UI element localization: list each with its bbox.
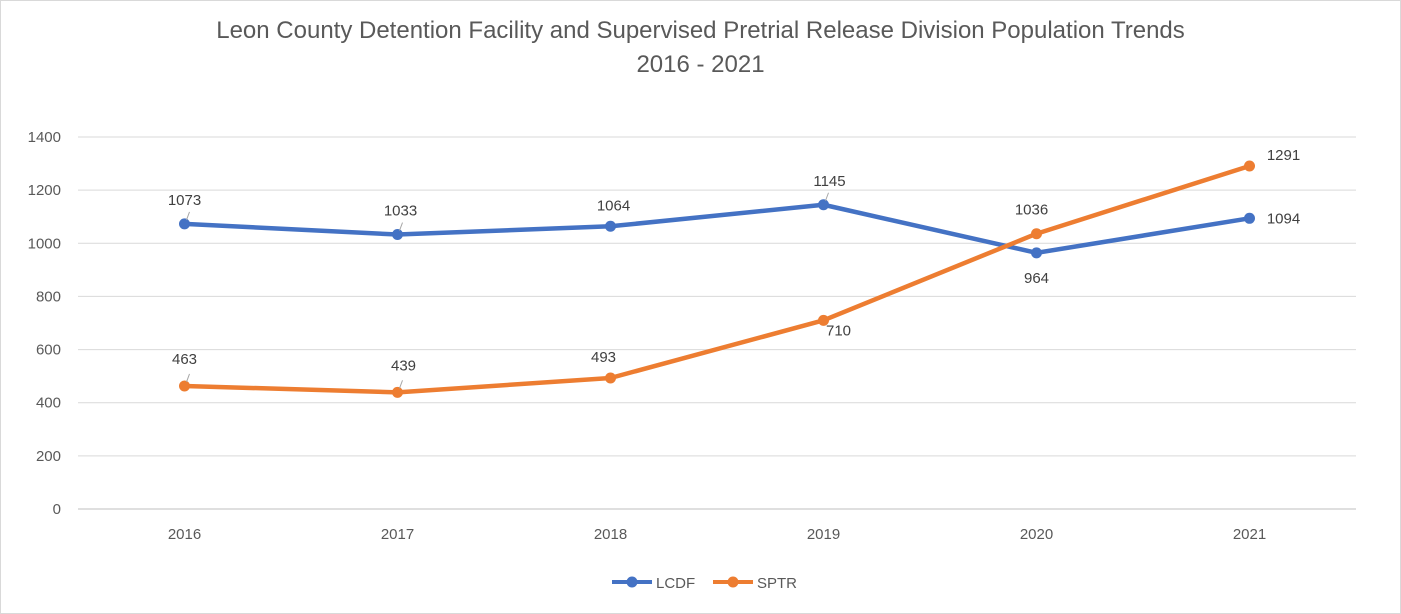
data-point-lcdf [1031, 247, 1042, 259]
y-tick-label: 1200 [28, 182, 61, 199]
legend-marker-lcdf [626, 576, 638, 588]
leader-line [825, 192, 829, 201]
leader-line [186, 373, 190, 383]
x-tick-label: 2017 [381, 526, 414, 543]
y-tick-label: 800 [36, 288, 61, 305]
leader-line [186, 211, 190, 221]
data-label-sptr: 710 [826, 322, 851, 339]
x-tick-label: 2019 [807, 526, 840, 543]
data-label-sptr: 439 [391, 357, 416, 374]
data-label-sptr: 1291 [1267, 147, 1300, 164]
data-point-sptr [179, 380, 190, 392]
data-point-sptr [818, 314, 829, 326]
chart-subtitle: 2016 - 2021 [636, 51, 765, 78]
data-point-lcdf [179, 218, 190, 230]
x-tick-label: 2020 [1020, 526, 1053, 543]
data-point-sptr [605, 372, 616, 384]
x-tick-label: 2016 [168, 526, 201, 543]
y-tick-label: 400 [36, 395, 61, 412]
x-axis-ticks: 2016 2017 2018 2019 2020 2021 [168, 526, 1266, 543]
x-tick-label: 2018 [594, 526, 627, 543]
series-line-lcdf [182, 202, 1252, 256]
data-point-sptr [392, 386, 403, 398]
legend: LCDF SPTR [612, 575, 797, 592]
series-line-sptr [182, 163, 1252, 395]
chart-title-line1: Leon County Detention Facility and Super… [216, 17, 1185, 44]
data-point-lcdf [392, 229, 403, 241]
data-label-lcdf: 1033 [384, 203, 417, 220]
x-tick-label: 2021 [1233, 526, 1266, 543]
data-label-sptr: 493 [591, 349, 616, 366]
legend-label-sptr: SPTR [757, 575, 797, 592]
data-point-sptr [1031, 228, 1042, 240]
data-label-lcdf: 1094 [1267, 210, 1300, 227]
data-label-sptr: 1036 [1015, 202, 1048, 219]
data-label-sptr: 463 [172, 351, 197, 368]
data-labels: 1073 1033 1064 1145 964 1094 463 439 493 710 1036 1… [168, 147, 1300, 389]
data-point-sptr [1244, 160, 1255, 172]
data-label-lcdf: 1064 [597, 197, 630, 214]
leader-line [399, 222, 403, 231]
y-tick-label: 600 [36, 342, 61, 359]
data-point-lcdf [605, 220, 616, 232]
data-label-lcdf: 1145 [813, 173, 845, 190]
data-label-lcdf: 1073 [168, 192, 201, 209]
series-layer [179, 160, 1255, 398]
y-tick-label: 200 [36, 448, 61, 465]
legend-label-lcdf: LCDF [656, 575, 695, 592]
legend-marker-sptr [727, 576, 739, 588]
y-tick-label: 1400 [28, 129, 61, 146]
data-point-lcdf [1244, 212, 1255, 224]
y-axis-ticks: 0 200 400 600 800 1000 1200 1400 [28, 129, 61, 518]
y-tick-label: 0 [53, 501, 61, 518]
y-tick-label: 1000 [28, 235, 61, 252]
chart-title: Leon County Detention Facility and Super… [0, 14, 1401, 82]
data-point-lcdf [818, 199, 829, 211]
leader-line [399, 380, 403, 389]
data-label-lcdf: 964 [1024, 270, 1049, 287]
